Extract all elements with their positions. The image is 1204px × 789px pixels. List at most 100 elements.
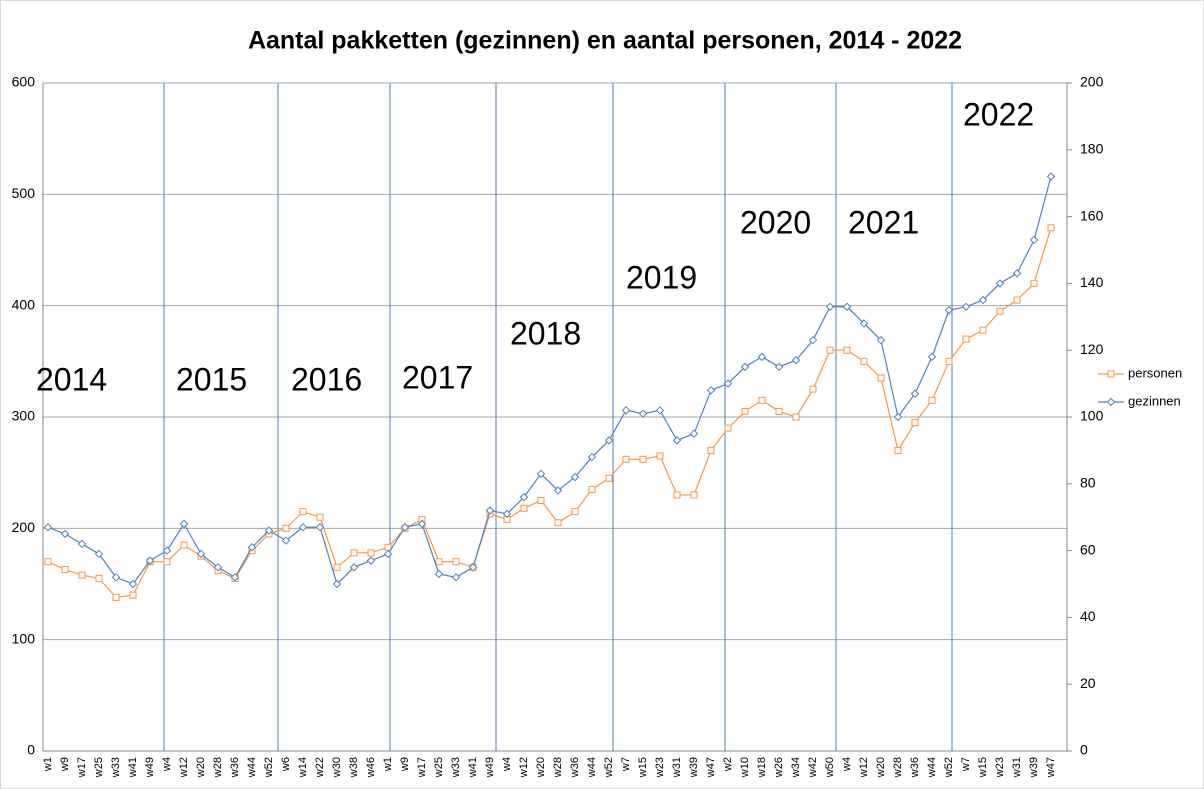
point [877,374,885,382]
point [826,346,834,354]
point [554,519,562,527]
point [690,491,698,499]
legend-label: personen [1128,365,1182,380]
point [894,446,902,454]
x-tick-label: w15 [977,757,989,778]
point [553,486,563,495]
x-tick-label: w46 [365,757,377,778]
x-tick-label: w26 [773,757,785,778]
point [128,579,138,589]
x-tick-label: w4 [161,757,173,772]
point [451,573,461,582]
x-tick-label: w7 [620,757,632,772]
point [740,362,750,372]
point [570,472,580,482]
point [332,579,342,589]
point [384,543,392,551]
x-tick-label: w23 [654,757,666,778]
x-tick-label: w1 [382,757,394,772]
y-tick-label: 0 [27,742,35,758]
x-tick-label: w42 [807,757,819,778]
point [485,506,495,515]
x-tick-label: w4 [841,757,853,772]
point [707,446,715,454]
point [774,362,784,372]
x-tick-label: w20 [195,757,207,778]
y2-tick-label: 160 [1080,207,1104,223]
point [1012,269,1022,278]
point [655,406,665,415]
x-tick-label: w23 [994,757,1006,778]
point [843,346,851,354]
point [1046,172,1056,181]
year-label: 2021 [848,204,919,240]
point [741,407,749,415]
point [282,524,290,532]
y2-tick-label: 140 [1080,274,1104,290]
x-tick-label: w44 [926,757,938,778]
point [537,497,545,504]
year-label: 2014 [36,361,107,397]
point [639,455,647,463]
point [809,385,817,393]
point [502,509,512,519]
x-tick-label: w22 [314,757,326,778]
point [996,307,1004,315]
x-tick-label: w18 [756,757,768,778]
point [180,541,188,549]
point [230,573,240,582]
series-line [47,176,1052,586]
year-label: 2020 [740,204,811,240]
x-tick-label: w30 [331,757,343,778]
point [77,539,87,549]
series [43,172,1056,589]
point [638,409,648,418]
x-tick-label: w38 [348,757,360,778]
chart-title: Aantal pakketten (gezinnen) en aantal pe… [248,27,962,55]
point [791,356,801,365]
point [621,406,631,415]
y2-tick-label: 120 [1080,341,1104,357]
x-tick-label: w25 [93,757,105,778]
x-tick-label: w31 [1011,757,1023,778]
legend-marker [1107,370,1115,378]
x-tick-label: w33 [110,757,122,778]
x-tick-label: w15 [637,757,649,778]
y2-tick-label: 60 [1080,541,1096,557]
point [962,335,970,343]
x-tick-label: w10 [739,757,751,778]
y2-tick-label: 200 [1080,74,1104,90]
point [163,558,171,566]
x-tick-label: w9 [399,757,411,772]
point [1030,279,1038,287]
point [859,319,869,328]
point [961,302,971,311]
point [672,436,682,445]
point [383,549,393,559]
point [94,549,104,559]
x-tick-label: w31 [671,757,683,778]
x-tick-label: w44 [586,757,598,778]
x-tick-label: w1 [42,757,54,772]
x-tick-label: w28 [212,757,224,778]
point [196,549,206,559]
year-label: 2022 [963,96,1034,132]
point [825,302,835,311]
point [162,546,172,555]
point [723,379,733,388]
point [995,279,1005,288]
point [724,424,732,432]
legend-marker [1106,397,1116,407]
point [588,485,596,493]
point [758,396,766,404]
x-tick-label: w2 [722,757,734,772]
point [927,352,937,362]
point [111,573,121,582]
x-tick-label: w41 [467,757,479,778]
point [247,543,257,552]
year-label: 2017 [402,359,473,395]
x-tick-label: w17 [416,757,428,778]
point [792,413,800,421]
y-tick-label: 600 [12,74,36,90]
